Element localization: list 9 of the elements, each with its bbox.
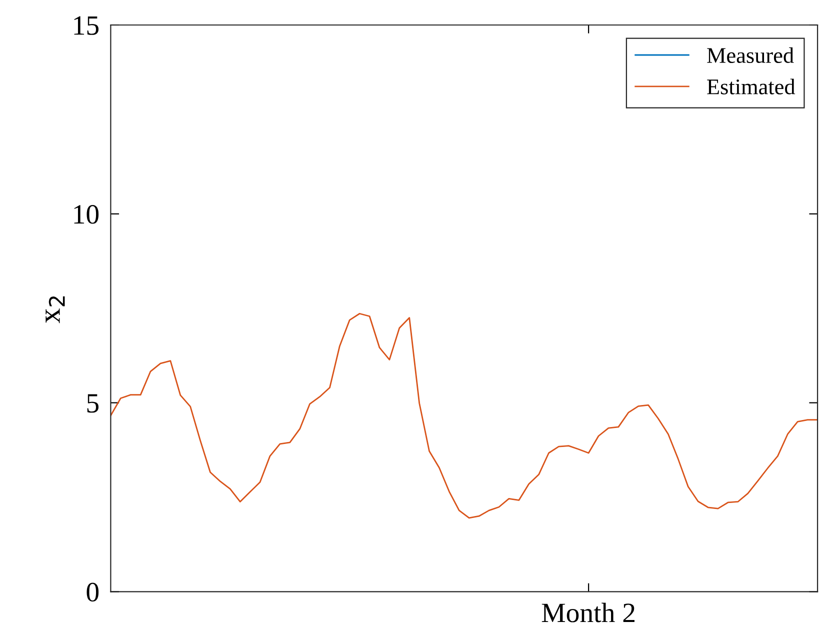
y-tick-label: 10 bbox=[74, 205, 99, 224]
y-tick-label: 0 bbox=[86, 582, 99, 602]
line-series bbox=[110, 312, 818, 519]
x-tick-label: Month 2 bbox=[542, 602, 634, 622]
y-tick-label: 15 bbox=[74, 16, 99, 35]
y-tick-label: 5 bbox=[87, 394, 99, 413]
y-axis-title: x$_{2}$ bbox=[46, 296, 65, 324]
legend-label: Estimated bbox=[707, 78, 796, 94]
legend-label: Measured bbox=[707, 47, 794, 63]
